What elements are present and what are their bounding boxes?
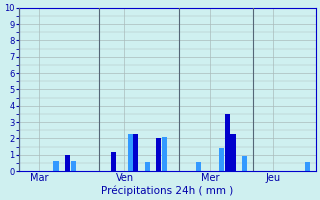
Bar bbox=[128, 134, 133, 171]
Bar bbox=[196, 162, 201, 171]
Bar bbox=[145, 162, 150, 171]
Bar bbox=[65, 155, 70, 171]
Bar bbox=[230, 134, 236, 171]
Bar bbox=[242, 156, 247, 171]
Bar bbox=[133, 134, 139, 171]
Bar bbox=[53, 161, 59, 171]
Bar bbox=[110, 152, 116, 171]
Bar bbox=[162, 137, 167, 171]
Bar bbox=[70, 161, 76, 171]
Bar bbox=[219, 148, 224, 171]
Bar bbox=[156, 138, 161, 171]
Bar bbox=[225, 114, 230, 171]
Bar bbox=[305, 162, 310, 171]
X-axis label: Précipitations 24h ( mm ): Précipitations 24h ( mm ) bbox=[101, 185, 234, 196]
